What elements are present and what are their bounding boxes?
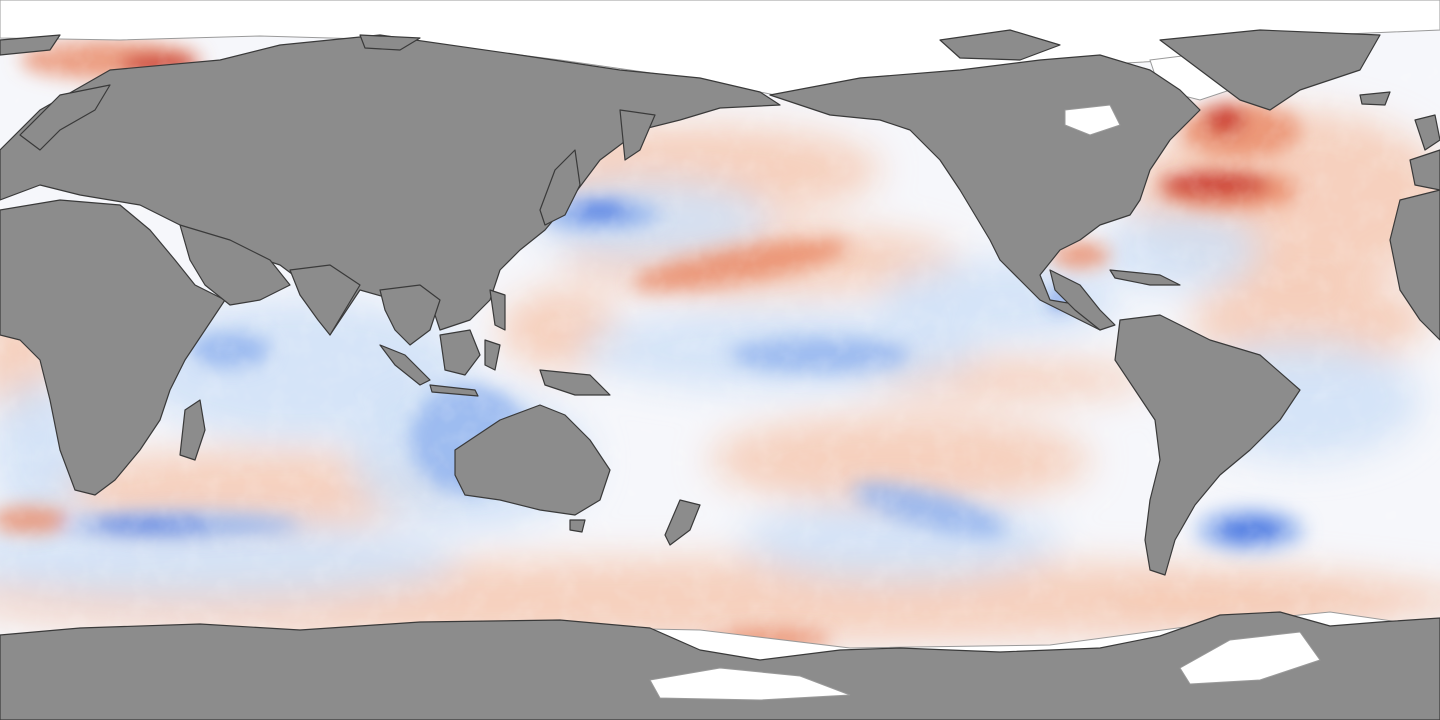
scandinavia xyxy=(19,84,111,151)
indochina xyxy=(379,284,441,346)
eurasia xyxy=(0,34,781,336)
madagascar xyxy=(179,399,206,461)
new-zealand xyxy=(664,499,701,546)
cuba xyxy=(1109,269,1181,286)
iceland xyxy=(1359,91,1391,106)
australia xyxy=(454,404,611,516)
arctic-islands xyxy=(939,29,1061,61)
japan xyxy=(539,149,581,226)
west-africa-edge xyxy=(1389,189,1440,341)
java xyxy=(429,384,479,397)
central-america xyxy=(1049,269,1116,331)
land-masses xyxy=(0,29,1440,720)
kamchatka xyxy=(619,109,656,161)
philippines xyxy=(489,289,506,331)
europe-edge xyxy=(1409,149,1440,191)
south-america xyxy=(1114,314,1301,576)
india xyxy=(289,264,361,336)
sumatra xyxy=(379,344,431,386)
greenland xyxy=(1159,29,1381,111)
borneo xyxy=(439,329,481,376)
tasmania xyxy=(569,519,586,533)
antarctica xyxy=(0,611,1440,720)
new-guinea xyxy=(539,369,611,396)
arabia xyxy=(179,224,291,306)
british-isles xyxy=(1414,114,1440,151)
africa xyxy=(0,199,226,496)
sulawesi xyxy=(484,339,501,371)
